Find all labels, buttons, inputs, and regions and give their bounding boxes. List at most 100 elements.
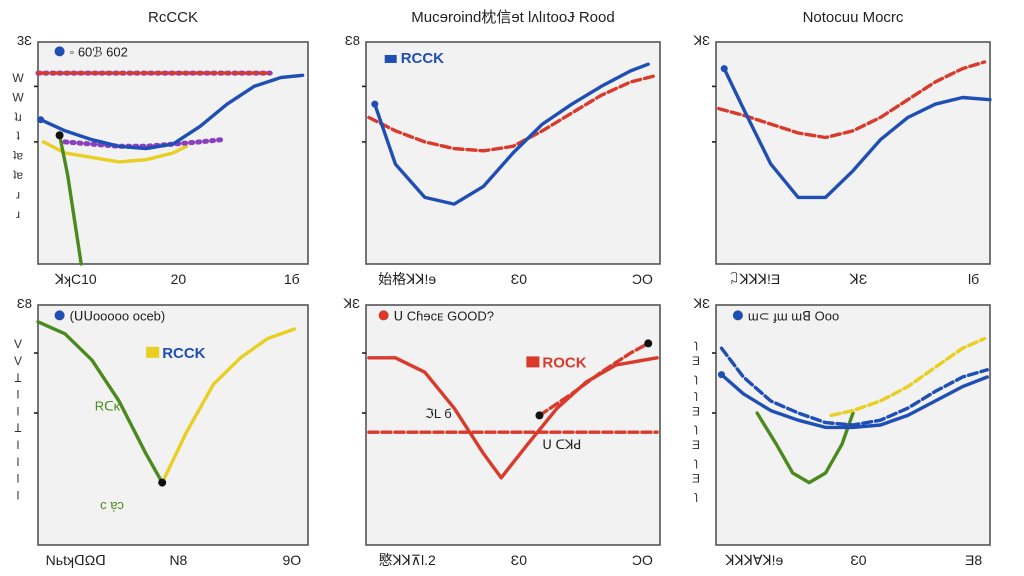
y-tick-label: Ɛ8 — [17, 296, 32, 311]
y-axis-label-glyph: Ɩ — [17, 455, 20, 469]
x-tick-label: Ɛ0 — [850, 552, 866, 568]
y-axis-label-glyph: V — [14, 337, 22, 351]
x-tick-label: Ɛ0 — [511, 271, 527, 287]
y-axis-label-glyph: ɹ — [16, 188, 20, 202]
y-axis-label-glyph: ɿ — [694, 421, 698, 435]
data-point — [55, 131, 64, 140]
chart-title: RcCCK — [148, 9, 198, 26]
chart-title: Notocuu Mocrc — [803, 9, 904, 26]
series-start-marker — [371, 100, 379, 108]
legend-label: ᑌ Cɦɘᴄᴇ GOOD? — [394, 308, 494, 323]
x-tick-label: Ɛ0 — [511, 552, 527, 568]
chart-title: Mucɘroind枕信ɘt ƖʌlıtooɈ Rood — [411, 9, 614, 26]
x-tick-label: 1б — [284, 271, 300, 287]
legend-marker — [54, 310, 65, 321]
y-axis-label-glyph: W — [12, 90, 24, 104]
y-axis-label-glyph: Ʇ — [15, 421, 22, 435]
series-line — [160, 327, 297, 485]
y-axis-label-glyph: Ǝ — [692, 354, 700, 368]
data-point — [535, 411, 544, 420]
annotation-label: RCCK — [162, 345, 205, 362]
series-start-marker — [720, 65, 728, 73]
y-axis-label-glyph: Ǝ — [692, 438, 700, 452]
y-axis-label-glyph: V — [14, 354, 22, 368]
legend: ɯ⊂ ɟɯ ɯꓭ Ooo — [732, 308, 839, 323]
y-axis-label-glyph: Ʇ — [15, 371, 22, 385]
y-axis-label-glyph: Ɩ — [17, 488, 20, 502]
x-tick-label: NьtʞᗡΩꓷ — [46, 552, 106, 568]
series-line — [719, 372, 989, 430]
x-tick-label: ƆO — [632, 271, 653, 287]
annotation: ROCK — [526, 354, 587, 371]
data-point — [158, 478, 167, 487]
chart-panel-5: ꓘƐ 愍ꓘꓘ⊼Ɩ.2 Ɛ0 ƆO ᑌ Cɦɘᴄᴇ GOOD? ROCK ℑL б ᑌ ᑕꓘꓒ — [343, 296, 661, 568]
legend-label: RCCK — [401, 50, 444, 67]
x-tick-label: 20 — [171, 271, 187, 287]
x-tick-label: ꓘƐ — [849, 271, 868, 287]
x-tick-label: ꓘꓘꓘ∀ꓘ!ɘ — [724, 552, 783, 568]
legend-label: (ᑌᑌooooo oceb) — [70, 308, 166, 323]
y-axis-label-glyph: ɿ — [694, 455, 698, 469]
plot-area — [37, 304, 309, 546]
series-line — [39, 73, 305, 151]
y-tick-label: ꓘƐ — [693, 33, 711, 48]
y-axis-label-glyph: W — [12, 71, 24, 85]
plot-area — [365, 304, 661, 546]
annotation: Rᑕĸ — [95, 399, 121, 414]
x-tick-label: N8 — [169, 552, 187, 568]
annotation: ᑌ ᑕꓘꓒ — [542, 437, 581, 452]
series-line — [41, 140, 189, 164]
x-tick-label: Ɩб — [968, 271, 979, 287]
y-tick-label: Ɛ8 — [345, 33, 360, 48]
y-axis-label-glyph: Ǝ — [692, 472, 700, 486]
series-line — [62, 137, 225, 149]
series-line — [829, 336, 987, 418]
series-start-marker — [37, 116, 45, 124]
annotation: c ɐ̩ɔ — [100, 497, 124, 512]
y-tick-label: ꓘƐ — [693, 296, 711, 311]
x-tick-label: 始格ꓘꓘ!ɘ — [378, 271, 436, 287]
chart-panel-2: Mucɘroind枕信ɘt ƖʌlıtooɈ Rood Ɛ8 始格ꓘꓘ!ɘ Ɛ0 ƆO R… — [345, 9, 661, 287]
y-axis-label-glyph: ʇ — [16, 129, 20, 143]
series-line — [722, 66, 992, 200]
series-line — [717, 60, 987, 140]
annotation: RCCK — [146, 345, 206, 362]
legend-marker — [732, 310, 743, 321]
legend-marker — [54, 46, 65, 57]
x-tick-label: ꓘʞC10 — [54, 271, 97, 287]
y-axis-label-glyph: ɿ — [694, 488, 698, 502]
annotation: ℑL б — [425, 406, 452, 421]
y-tick-label: 3Ɛ — [17, 33, 32, 48]
annotation-swatch — [526, 356, 540, 368]
legend-marker — [378, 310, 389, 321]
y-axis-label-glyph: ɿ — [694, 388, 698, 402]
y-axis-label-glyph: Ɩ — [17, 438, 20, 452]
y-axis-label-glyph: ʇɹ — [14, 110, 21, 124]
y-axis-label-glyph: ɿ — [694, 371, 698, 385]
y-axis-label-glyph: Ǝ — [692, 404, 700, 418]
legend: ◦ 60ℬ 602 — [54, 44, 128, 59]
x-tick-label: 愍ꓘꓘ⊼Ɩ.2 — [378, 552, 436, 568]
legend-swatch — [384, 54, 397, 63]
x-tick-label: 9O — [282, 552, 301, 568]
annotation-label: ᑌ ᑕꓘꓒ — [542, 437, 581, 452]
legend: RCCK — [384, 50, 444, 67]
annotation-label: Rᑕĸ — [95, 399, 121, 414]
annotation-label: ℑL б — [425, 406, 452, 421]
annotation-label: c ɐ̩ɔ — [100, 497, 124, 512]
data-point — [644, 339, 653, 348]
chart-panel-3: Notocuu Mocrc ꓘƐ ꒜ꓘꓘꓘ!Ǝ ꓘƐ Ɩб — [693, 9, 992, 287]
series-line — [719, 346, 989, 427]
y-tick-label: ꓘƐ — [343, 296, 361, 311]
y-axis-label-glyph: ʇɐ — [13, 168, 23, 182]
legend-label: ɯ⊂ ɟɯ ɯꓭ Ooo — [748, 308, 839, 323]
x-tick-label: ꒜ꓘꓘꓘ!Ǝ — [729, 271, 781, 287]
x-tick-label: ƆO — [632, 552, 653, 568]
